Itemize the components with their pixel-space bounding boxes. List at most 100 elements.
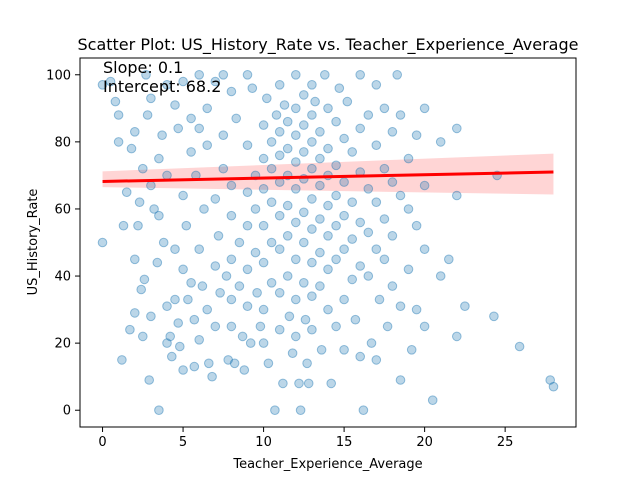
scatter-point: [278, 378, 288, 389]
scatter-point: [173, 123, 183, 134]
scatter-point: [274, 288, 285, 298]
scatter-point: [237, 331, 248, 342]
scatter-point: [252, 288, 262, 298]
y-tick-label: 20: [54, 337, 71, 352]
scatter-point: [411, 220, 422, 231]
scatter-point: [307, 324, 317, 335]
scatter-point: [194, 335, 204, 345]
scatter-point: [138, 331, 148, 342]
scatter-point: [142, 110, 153, 120]
scatter-point: [226, 210, 237, 221]
scatter-point: [210, 76, 221, 87]
scatter-point: [452, 331, 462, 342]
scatter-point: [204, 358, 214, 369]
scatter-point: [323, 304, 333, 315]
scatter-point: [331, 254, 341, 265]
chart-title: Scatter Plot: US_History_Rate vs. Teache…: [78, 35, 579, 55]
scatter-point: [307, 110, 317, 120]
scatter-point: [419, 321, 430, 332]
scatter-point: [239, 365, 250, 375]
scatter-point: [210, 261, 221, 271]
scatter-point: [139, 274, 150, 285]
scatter-point: [255, 321, 266, 332]
scatter-point: [282, 116, 293, 127]
scatter-point: [97, 80, 108, 90]
scatter-point: [291, 130, 301, 140]
scatter-point: [419, 103, 430, 114]
scatter-point: [263, 358, 274, 369]
scatter-point: [282, 231, 293, 241]
scatter-point: [165, 331, 175, 342]
scatter-point: [315, 127, 325, 137]
scatter-point: [266, 137, 277, 147]
scatter-point: [323, 103, 333, 114]
scatter-point: [315, 153, 325, 164]
scatter-point: [146, 180, 156, 191]
scatter-point: [125, 324, 135, 335]
scatter-point: [358, 405, 369, 416]
scatter-point: [435, 137, 446, 147]
scatter-point: [291, 70, 301, 80]
scatter-point: [363, 110, 374, 120]
scatter-point: [126, 143, 137, 154]
scatter-point: [316, 345, 327, 355]
scatter-point: [347, 274, 358, 285]
scatter-point: [154, 405, 164, 416]
confidence-band-layer: [102, 153, 554, 195]
scatter-point: [158, 237, 169, 248]
scatter-point: [242, 187, 253, 197]
scatter-point: [326, 378, 337, 389]
scatter-point: [194, 70, 204, 80]
scatter-point: [178, 365, 188, 375]
scatter-point: [258, 153, 269, 164]
scatter-point: [266, 197, 277, 207]
scatter-point: [282, 200, 293, 211]
scatter-point: [226, 321, 237, 332]
scatter-point: [347, 234, 358, 244]
scatter-point: [130, 127, 140, 137]
scatter-point: [234, 281, 245, 291]
scatter-point: [113, 110, 124, 120]
scatter-point: [342, 96, 353, 107]
scatter-point: [218, 130, 229, 140]
scatter-point: [183, 294, 193, 305]
scatter-point: [291, 184, 301, 194]
scatter-point: [167, 351, 177, 362]
scatter-point: [291, 103, 301, 114]
scatter-point: [315, 281, 325, 291]
scatter-point: [146, 311, 156, 322]
scatter-point: [258, 120, 269, 130]
scatter-point: [315, 180, 325, 191]
scatter-point: [274, 210, 285, 221]
scatter-point: [152, 257, 163, 268]
scatter-point: [371, 140, 382, 150]
scatter-point: [331, 190, 341, 201]
y-tick-label: 60: [54, 202, 71, 217]
x-tick-label: 25: [497, 435, 514, 450]
scatter-point: [363, 271, 374, 281]
scatter-point: [403, 204, 414, 214]
scatter-point: [435, 271, 446, 281]
scatter-point: [307, 224, 317, 234]
scatter-point: [133, 220, 143, 231]
scatter-point: [250, 204, 261, 214]
scatter-point: [284, 311, 295, 322]
y-tick-label: 80: [54, 135, 71, 150]
scatter-point: [213, 231, 224, 241]
scatter-point: [199, 204, 209, 214]
scatter-point: [105, 76, 116, 87]
scatter-point: [258, 338, 269, 348]
scatter-point: [355, 123, 366, 134]
y-tick-label: 0: [63, 404, 71, 419]
plot-area-frame: [79, 57, 577, 428]
scatter-point: [379, 214, 390, 224]
scatter-point: [121, 187, 132, 197]
confidence-band: [102, 153, 554, 195]
scatter-point: [323, 200, 333, 211]
scatter-point: [371, 197, 382, 207]
scatter-point: [242, 301, 253, 312]
scatter-point: [548, 381, 559, 392]
scatter-point: [419, 180, 430, 191]
